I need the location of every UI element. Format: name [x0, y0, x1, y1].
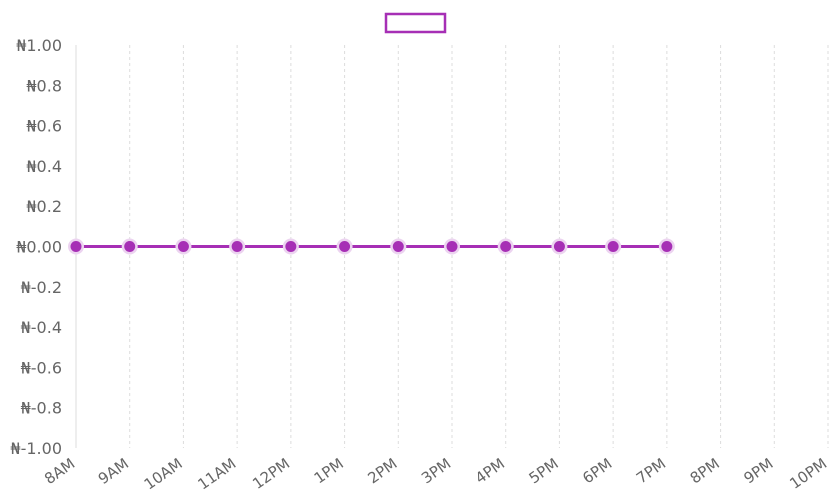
x-tick-label: 5PM [526, 455, 562, 488]
y-tick-label: ₦-0.8 [21, 399, 62, 418]
y-tick-label: ₦-1.00 [10, 439, 62, 458]
y-tick-label: ₦0.4 [26, 157, 62, 176]
x-tick-label: 7PM [633, 455, 669, 488]
legend[interactable] [384, 12, 447, 34]
y-axis-ticks: ₦1.00 ₦0.8 ₦0.6 ₦0.4 ₦0.2 ₦0.00 ₦-0.2 ₦-0.4 ₦-0.… [10, 36, 62, 458]
x-tick-label: 2PM [364, 455, 400, 488]
grid-lines [129, 45, 829, 448]
data-point[interactable] [553, 241, 565, 252]
x-tick-label: 8PM [687, 455, 723, 488]
x-tick-label: 6PM [579, 455, 615, 488]
x-tick-label: 10PM [786, 455, 830, 493]
y-tick-label: ₦0.6 [26, 117, 62, 136]
x-tick-label: 8AM [41, 455, 78, 489]
data-point[interactable] [177, 241, 189, 252]
data-point[interactable] [392, 241, 404, 252]
x-tick-label: 3PM [418, 455, 454, 488]
data-point[interactable] [446, 241, 458, 252]
data-point[interactable] [500, 241, 512, 252]
data-point[interactable] [607, 241, 619, 252]
data-point[interactable] [661, 241, 673, 252]
data-point[interactable] [231, 241, 243, 252]
x-tick-label: 12PM [249, 455, 293, 493]
x-tick-label: 9PM [740, 455, 776, 488]
data-point[interactable] [70, 241, 82, 252]
data-point[interactable] [285, 241, 297, 252]
y-tick-label: ₦1.00 [16, 36, 62, 55]
series-layer [68, 238, 675, 255]
legend-swatch[interactable] [384, 12, 447, 34]
y-tick-label: ₦-0.4 [21, 318, 62, 337]
data-point[interactable] [124, 241, 136, 252]
x-tick-label: 4PM [472, 455, 508, 488]
x-tick-label: 10AM [141, 455, 186, 494]
y-tick-label: ₦-0.2 [21, 278, 62, 297]
y-tick-label: ₦-0.6 [21, 358, 62, 377]
x-tick-label: 1PM [311, 455, 347, 488]
y-tick-label: ₦0.2 [26, 197, 62, 216]
data-point[interactable] [339, 241, 351, 252]
y-tick-label: ₦0.00 [16, 238, 62, 257]
x-tick-label: 9AM [95, 455, 132, 489]
x-tick-label: 11AM [194, 455, 239, 494]
y-tick-label: ₦0.8 [26, 76, 62, 95]
x-axis-ticks: 8AM 9AM 10AM 11AM 12PM 1PM 2PM 3PM 4PM 5PM 6PM 7PM 8… [41, 455, 830, 494]
